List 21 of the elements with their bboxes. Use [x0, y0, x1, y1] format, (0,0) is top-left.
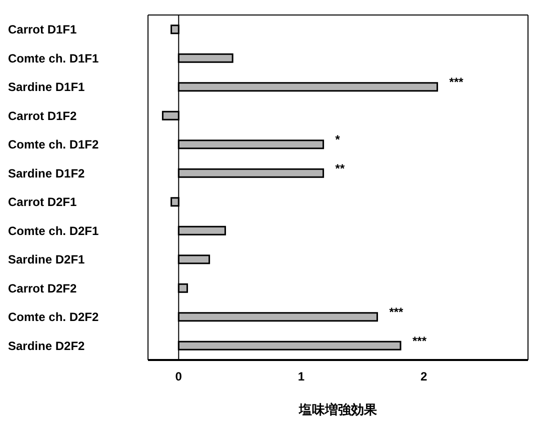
y-tick-label: Sardine D2F2: [8, 338, 86, 353]
annotation: ***: [412, 334, 427, 348]
y-tick-label: Carrot D1F2: [8, 108, 78, 123]
y-tick-label: Sardine D1F1: [8, 80, 86, 94]
y-tick-label: Sardine D1F2: [8, 166, 86, 180]
y-tick-label: Comte ch. D1F1: [8, 51, 100, 66]
y-tick-label: Sardine D2F1: [8, 252, 86, 267]
x-tick-label: 0: [175, 370, 182, 384]
y-tick-label: Carrot D2F2: [8, 281, 78, 296]
y-tick-label: Carrot D1F1: [8, 22, 78, 37]
x-tick-label: 1: [298, 370, 305, 384]
y-tick-label: Comte ch. D1F2: [8, 138, 100, 152]
annotation: *: [335, 132, 340, 147]
x-axis-title: 塩味増強効果: [298, 402, 378, 418]
x-tick-label: 2: [420, 370, 428, 384]
annotation: **: [335, 161, 345, 176]
y-tick-label: Carrot D2F1: [8, 195, 78, 210]
annotation: ***: [449, 75, 464, 90]
y-tick-label: Comte ch. D2F2: [8, 310, 100, 324]
annotation: ***: [389, 305, 404, 320]
y-tick-label: Comte ch. D2F1: [8, 224, 100, 238]
